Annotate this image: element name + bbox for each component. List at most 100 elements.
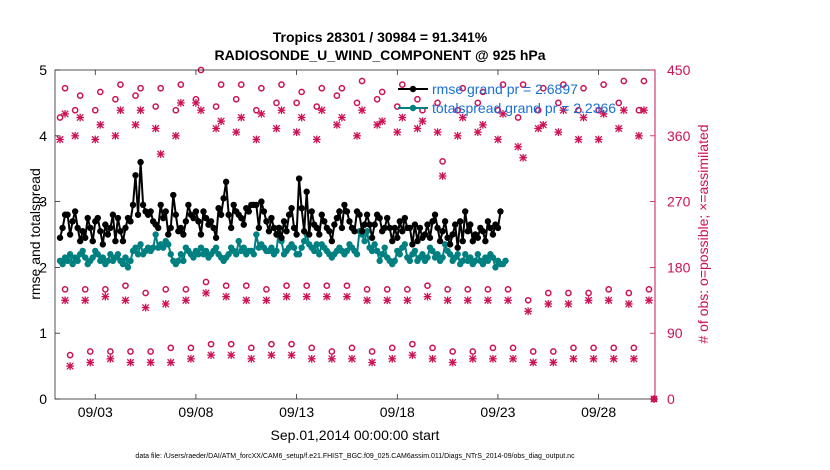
totalspread-point [69,260,76,268]
obs-assimilated-point [594,135,603,144]
rmse-point [56,234,64,241]
obs-assimilated-point [453,131,462,140]
obs-possible-point [278,81,285,88]
rmse-point [222,178,230,186]
rmse-point [293,231,300,238]
obs-possible-point [414,95,421,103]
obs-possible-point [484,285,492,293]
obs-possible-point [247,344,255,352]
obs-assimilated-point [433,128,442,136]
obs-assimilated-point [56,135,64,144]
totalspread-point [124,264,132,271]
obs-assimilated-point [292,128,301,136]
rmse-point [409,241,416,248]
rmse-point [288,204,295,212]
rmse-point [285,211,293,218]
x-axis-label: Sep.01,2014 00:00:00 start [271,427,440,443]
rmse-point [439,228,446,235]
obs-possible-point [575,106,582,114]
rmse-point [479,228,487,235]
totalspread-point [165,241,172,248]
obs-assimilated-point [614,124,623,133]
y-left-tick-label: 3 [39,194,47,210]
rmse-point [429,218,436,225]
obs-assimilated-point [428,354,437,363]
totalspread-point [107,251,114,258]
obs-assimilated-point [393,128,402,136]
obs-assimilated-point [484,296,492,305]
rmse-point [356,211,363,218]
right-axis: 0 90 180 270 360 450 [650,62,691,407]
legend-rmse-label: rmse grand pr = 2.6897 [432,81,578,97]
rmse-point [441,218,449,225]
obs-possible-point [61,285,69,293]
totalspread-point [235,237,242,245]
rmse-point [494,224,502,232]
obs-assimilated-point [312,135,321,144]
obs-possible-point [469,348,477,355]
rmse-point [406,224,414,232]
obs-possible-point [232,95,240,103]
obs-possible-point [373,95,381,103]
obs-possible-point [454,106,462,114]
obs-assimilated-point [61,110,69,118]
obs-assimilated-point [579,113,588,122]
obs-assimilated-point [166,358,175,367]
obs-possible-point [393,103,401,110]
rmse-point [333,214,341,222]
rmse-point [180,231,187,238]
obs-assimilated-point [368,358,376,367]
legend: rmse grand pr = 2.6897 totalspread grand… [398,81,616,116]
totalspread-point [240,244,247,251]
totalspread-point [381,244,388,251]
obs-possible-point [86,348,94,355]
x-tick-label: 09/18 [380,404,415,420]
obs-assimilated-point [624,300,633,308]
totalspread-point [212,244,220,251]
rmse-point [394,234,401,241]
x-tick-label: 09/23 [480,404,515,420]
rmse-point [66,231,74,238]
obs-assimilated-point [267,351,276,359]
obs-assimilated-point [564,300,573,308]
obs-possible-point [167,344,175,352]
rmse-point [295,175,303,182]
rmse-point [497,208,504,215]
rmse-point [305,231,313,238]
rmse-point [313,224,320,232]
obs-assimilated-point [383,296,392,305]
rmse-point [366,221,373,228]
totalspread-point [104,257,112,265]
obs-assimilated-point [529,358,538,367]
totalspread-point [233,251,240,258]
obs-assimilated-point [322,292,331,301]
rmse-point [170,191,177,199]
obs-possible-point [162,285,170,293]
rmse-point [129,201,137,209]
y-right-tick-label: 0 [667,391,675,407]
obs-possible-point [474,99,482,107]
totalspread-point [295,251,303,258]
obs-assimilated-point [333,120,341,129]
obs-assimilated-point [519,153,527,162]
rmse-point [71,208,79,215]
obs-assimilated-point [358,106,366,115]
totalspread-point [167,251,174,258]
rmse-point [457,218,464,225]
obs-assimilated-point [403,296,412,305]
obs-assimilated-point [524,307,532,316]
rmse-point [300,228,308,235]
rmse-point [336,208,343,215]
obs-assimilated-point [448,358,457,367]
obs-possible-point [590,344,597,352]
obs-assimilated-point [338,113,346,122]
y-right-tick-label: 90 [667,325,683,341]
obs-assimilated-point [343,292,351,301]
obs-assimilated-point [438,172,447,180]
obs-possible-point [585,289,592,297]
totalspread-point [363,228,371,235]
rmse-point [210,224,217,232]
obs-possible-point [318,84,326,92]
rmse-point [482,237,489,245]
obs-assimilated-point [544,300,553,308]
